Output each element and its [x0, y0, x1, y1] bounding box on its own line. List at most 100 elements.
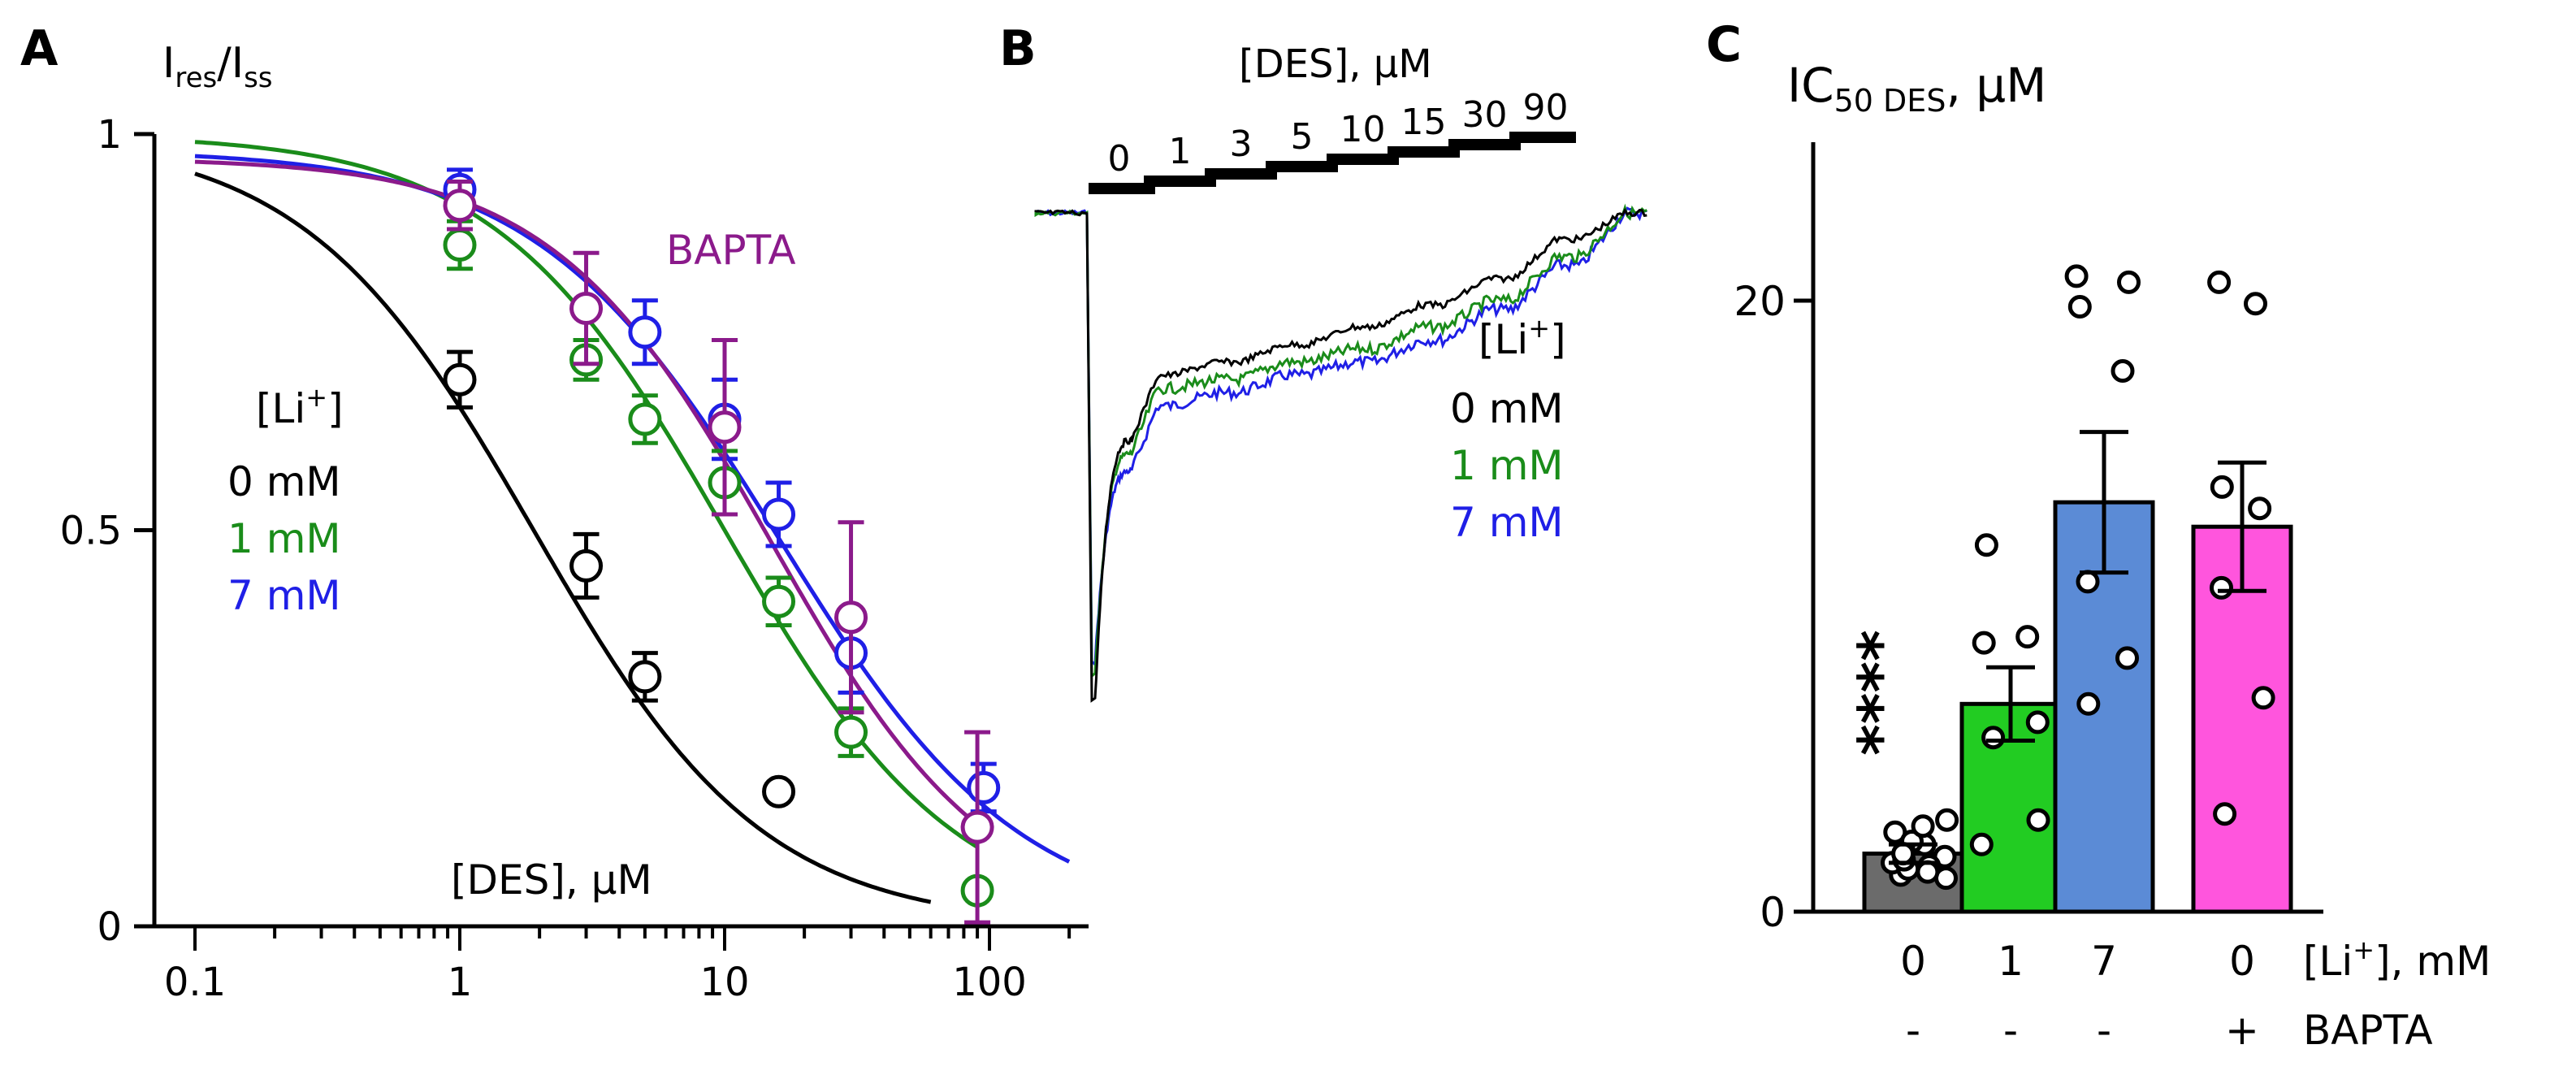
data-point	[762, 497, 796, 531]
panel-c-bars	[1862, 264, 2293, 914]
individual-point	[2117, 270, 2141, 294]
step-label: 15	[1401, 102, 1447, 143]
panel-a-ylabel: Ires/Iss	[162, 39, 273, 94]
bapta-flag: +	[2225, 1007, 2259, 1054]
panel-b-legend-1mm: 1 mM	[1450, 442, 1564, 489]
y-tick-label: 0.5	[60, 509, 122, 554]
individual-point	[2015, 625, 2040, 649]
panel-a-xlabel: [DES], μM	[451, 856, 652, 904]
ylabel-sub-ss: ss	[244, 62, 272, 94]
individual-point	[1935, 808, 1959, 832]
li-label: 7	[2091, 938, 2117, 985]
step-label: 90	[1523, 87, 1569, 128]
individual-point	[1974, 533, 1998, 557]
li-label: 1	[1998, 938, 2024, 985]
individual-point	[1891, 842, 1916, 866]
data-point	[569, 548, 604, 583]
x-tick-label: 1	[448, 960, 473, 1005]
step-label: 10	[1340, 109, 1386, 150]
concentration-step-bar	[1089, 132, 1576, 194]
panel-b-traces	[1034, 203, 1647, 703]
panel-b-title: [DES], μM	[1239, 41, 1432, 87]
individual-point	[2076, 691, 2101, 716]
bapta-flag: -	[2097, 1007, 2111, 1054]
current-trace-1-mm	[1034, 203, 1647, 679]
individual-point	[1972, 631, 1996, 655]
significance-stars: ****	[1846, 630, 1916, 756]
panel-a: A Ires/Iss 00.51 0.1 1 10 100 [DES], μM BAP…	[20, 20, 1089, 1005]
step-label: 3	[1230, 124, 1253, 165]
panel-a-letter: A	[20, 20, 58, 77]
y-tick-label: 0	[1760, 889, 1786, 936]
step-label: 30	[1462, 94, 1508, 136]
panel-a-legend-1mm: 1 mM	[227, 515, 341, 562]
panel-b-legend-title: [Li+]	[1478, 313, 1566, 363]
data-point	[834, 715, 868, 749]
step-label: 0	[1108, 138, 1131, 180]
panel-c-bapta-row-label: BAPTA	[2303, 1007, 2433, 1054]
panel-a-yticks: 00.51	[60, 112, 154, 950]
step-label: 1	[1169, 131, 1192, 172]
bar	[2053, 500, 2155, 914]
panel-a-legend-0mm: 0 mM	[227, 458, 341, 505]
data-point	[628, 315, 662, 349]
bapta-flag: -	[2003, 1007, 2018, 1054]
panel-b-letter: B	[999, 20, 1037, 77]
ylabel-slash: /I	[217, 39, 244, 88]
x-tick-label: 0.1	[164, 960, 226, 1005]
individual-point	[1981, 726, 2006, 750]
panel-b-concentration-steps: 0 1 3 5 10 15 30 90	[1089, 87, 1576, 194]
panel-b: B [DES], μM 0 1 3 5 10 15 30 90 [Li+] 0 mM 1 mM…	[999, 20, 1647, 703]
ylabel-sub-res: res	[175, 62, 217, 94]
current-trace-7-mm	[1034, 206, 1647, 668]
individual-point	[1911, 814, 1935, 839]
panel-b-legend-7mm: 7 mM	[1450, 499, 1564, 546]
fit-curve-7-mm	[194, 154, 1071, 864]
data-point	[960, 810, 994, 844]
individual-point	[2210, 575, 2233, 600]
li-label: 0	[1900, 938, 1926, 985]
panel-c-letter: C	[1706, 16, 1742, 73]
x-tick-label: 10	[699, 960, 749, 1005]
y-tick-label: 0	[97, 904, 122, 950]
individual-point	[2248, 496, 2272, 521]
data-point	[762, 584, 796, 618]
y-tick-label: 1	[97, 112, 122, 158]
step-label: 5	[1291, 116, 1314, 158]
data-point	[762, 774, 796, 808]
bapta-flag: -	[1906, 1007, 1920, 1054]
fit-curve-0-mm	[194, 171, 932, 904]
data-point	[708, 410, 742, 444]
bapta-label: BAPTA	[666, 227, 796, 274]
data-point	[443, 228, 477, 262]
data-point	[834, 600, 868, 635]
individual-point	[2213, 802, 2237, 826]
data-point	[443, 362, 477, 397]
individual-point	[2207, 270, 2232, 294]
data-point	[443, 189, 477, 223]
individual-point	[2067, 295, 2092, 319]
ylabel-i: I	[162, 39, 175, 88]
panel-c: C IC50 DES, μM 0 20 0 - 1 - 7 - 0 + [Li+], mM BA…	[1706, 16, 2491, 1054]
data-point	[569, 292, 604, 325]
individual-point	[2026, 808, 2050, 832]
panel-a-xticks: 0.1 1 10 100	[164, 926, 1072, 1005]
panel-a-legend-7mm: 7 mM	[227, 572, 341, 619]
panel-b-legend-0mm: 0 mM	[1450, 385, 1564, 432]
panel-c-ylabel: IC50 DES, μM	[1787, 58, 2046, 119]
panel-a-legend-title: [Li+]	[256, 382, 344, 432]
y-tick-label: 20	[1734, 278, 1786, 325]
individual-point	[2115, 646, 2139, 670]
data-point	[628, 660, 662, 694]
data-point	[628, 402, 662, 436]
panel-c-li-row-label: [Li+], mM	[2303, 934, 2491, 985]
individual-point	[2076, 570, 2100, 594]
panel-c-yticks: 0 20	[1734, 278, 1813, 936]
individual-point	[2064, 264, 2089, 288]
individual-point	[2210, 475, 2234, 499]
individual-point	[2244, 292, 2267, 316]
individual-point	[1916, 860, 1940, 884]
li-label: 0	[2229, 938, 2255, 985]
panel-a-points	[443, 167, 1001, 925]
